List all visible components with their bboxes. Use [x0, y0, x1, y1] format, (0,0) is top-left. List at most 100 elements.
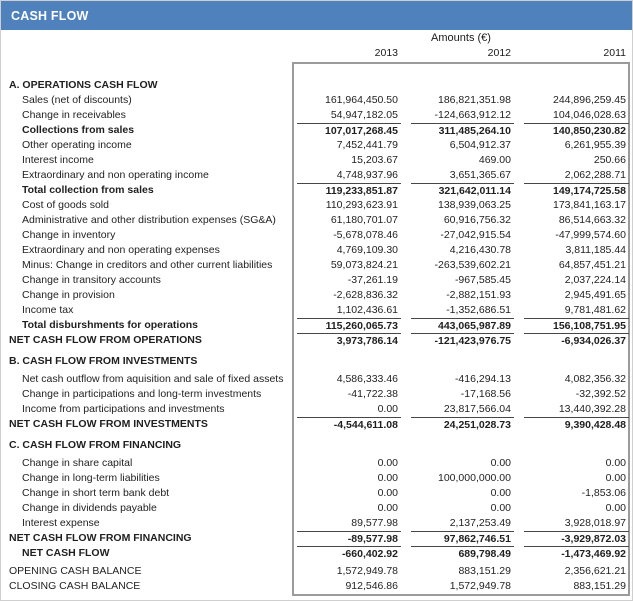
value-2012: 4,216,430.78: [449, 244, 511, 256]
row-label: Income from participations and investmen…: [22, 403, 225, 415]
row-label: Cost of goods sold: [22, 199, 109, 211]
row-label: CLOSING CASH BALANCE: [9, 580, 141, 592]
value-2013: -37,261.19: [347, 274, 398, 286]
value-2013: -5,678,078.46: [333, 229, 398, 241]
row-label: Change in transitory accounts: [22, 274, 161, 286]
value-2012: 0.00: [490, 457, 511, 469]
value-2013: 119,233,851.87: [297, 183, 401, 198]
row-label: Change in share capital: [22, 457, 133, 469]
value-2012: -1,352,686.51: [446, 304, 511, 316]
item-row: Change in transitory accounts -37,261.19 -…: [1, 273, 632, 288]
net-row: NET CASH FLOW FROM INVESTMENTS -4,544,611…: [1, 417, 632, 432]
value-2011: 250.66: [593, 154, 626, 166]
value-2012: -121,423,976.75: [411, 333, 514, 348]
item-row: Net cash outflow from aquisition and sal…: [1, 372, 632, 387]
value-2012: 883,151.29: [458, 565, 511, 577]
value-2011: 2,356,621.21: [564, 565, 626, 577]
value-2012: 0.00: [490, 487, 511, 499]
value-2013: -4,544,611.08: [297, 417, 401, 432]
value-2012: -416,294.13: [454, 373, 511, 385]
value-2013: 15,203.67: [351, 154, 398, 166]
value-2012: -27,042,915.54: [440, 229, 511, 241]
value-2011: -1,473,469.92: [524, 546, 629, 561]
value-2012: 138,939,063.25: [438, 199, 511, 211]
row-label: Income tax: [22, 304, 74, 316]
value-2013: 4,586,333.46: [336, 373, 398, 385]
value-2011: 883,151.29: [573, 580, 626, 592]
item-row: Other operating income 7,452,441.79 6,504,…: [1, 138, 632, 153]
row-label: Total disburshments for operations: [22, 319, 198, 331]
item-row: Extraordinary and non operating income 4,…: [1, 168, 632, 183]
value-2011: 244,896,259.45: [553, 94, 626, 106]
item-row: Change in participations and long-term i…: [1, 387, 632, 402]
value-2011: 64,857,451.21: [558, 259, 626, 271]
row-label: Sales (net of discounts): [22, 94, 132, 106]
row-label: NET CASH FLOW FROM OPERATIONS: [9, 334, 202, 346]
value-2013: 161,964,450.50: [325, 94, 398, 106]
balance-row: OPENING CASH BALANCE 1,572,949.78 883,151.…: [1, 564, 632, 579]
item-row: Income from participations and investmen…: [1, 402, 632, 417]
value-2012: 100,000,000.00: [438, 472, 511, 484]
value-2013: 912,546.86: [345, 580, 398, 592]
value-2012: 321,642,011.14: [411, 183, 514, 198]
value-2012: 311,485,264.10: [411, 123, 514, 138]
row-label: Change in inventory: [22, 229, 116, 241]
row-label: Administrative and other distribution ex…: [22, 214, 276, 226]
value-2012: 1,572,949.78: [449, 580, 511, 592]
item-row: Sales (net of discounts) 161,964,450.50 18…: [1, 93, 632, 108]
value-2011: 3,928,018.97: [564, 517, 626, 529]
value-2011: -6,934,026.37: [524, 333, 629, 348]
value-2013: -660,402.92: [297, 546, 401, 561]
row-label: Total collection from sales: [22, 184, 154, 196]
value-2012: -263,539,602.21: [434, 259, 511, 271]
value-2013: 0.00: [377, 457, 398, 469]
value-2013: 0.00: [377, 472, 398, 484]
value-2012: 60,916,756.32: [443, 214, 511, 226]
value-2011: 2,037,224.14: [564, 274, 626, 286]
row-label: Change in receivables: [22, 109, 126, 121]
section-row: B. CASH FLOW FROM INVESTMENTS: [1, 354, 632, 369]
net-row: NET CASH FLOW FROM FINANCING -89,577.98 97…: [1, 531, 632, 546]
subtotal-row: Total disburshments for operations 115,26…: [1, 318, 632, 333]
item-row: Change in inventory -5,678,078.46 -27,042,…: [1, 228, 632, 243]
item-row: Change in share capital 0.00 0.00 0.00: [1, 456, 632, 471]
item-row: Change in short term bank debt 0.00 0.00 -1…: [1, 486, 632, 501]
value-2011: 6,261,955.39: [564, 139, 626, 151]
value-2013: -41,722.38: [347, 388, 398, 400]
row-label: Collections from sales: [22, 124, 135, 136]
value-2013: 7,452,441.79: [336, 139, 398, 151]
title-bar: CASH FLOW: [1, 1, 632, 30]
row-label: Change in long-term liabilities: [22, 472, 160, 484]
row-label: Change in short term bank debt: [22, 487, 170, 499]
rows-container: A. OPERATIONS CASH FLOW Sales (net of dis…: [1, 62, 632, 594]
netcash-row: NET CASH FLOW -660,402.92 689,798.49 -1,473…: [1, 546, 632, 561]
value-2011: -1,853.06: [581, 487, 626, 499]
row-label: Extraordinary and non operating expenses: [22, 244, 220, 256]
item-row: Minus: Change in creditors and other cur…: [1, 258, 632, 273]
value-2011: 0.00: [605, 502, 626, 514]
value-2012: 469.00: [478, 154, 511, 166]
value-2013: 59,073,824.21: [330, 259, 398, 271]
item-row: Income tax 1,102,436.61 -1,352,686.51 9,781…: [1, 303, 632, 318]
value-2013: 1,572,949.78: [336, 565, 398, 577]
value-2012: 23,817,566.04: [443, 403, 511, 415]
row-label: NET CASH FLOW FROM FINANCING: [9, 532, 192, 544]
row-label: Extraordinary and non operating income: [22, 169, 209, 181]
item-row: Change in receivables 54,947,182.05 -124,6…: [1, 108, 632, 123]
value-2012: -967,585.45: [454, 274, 511, 286]
value-2013: -89,577.98: [297, 531, 401, 546]
year-column-2013: 2013: [374, 47, 398, 59]
row-label: Minus: Change in creditors and other cur…: [22, 259, 273, 271]
balance-row: CLOSING CASH BALANCE 912,546.86 1,572,949.…: [1, 579, 632, 594]
row-label: NET CASH FLOW: [22, 547, 110, 559]
item-row: Change in dividends payable 0.00 0.00 0.00: [1, 501, 632, 516]
value-2013: 4,769,109.30: [336, 244, 398, 256]
value-2012: 186,821,351.98: [438, 94, 511, 106]
value-2013: 0.00: [377, 487, 398, 499]
value-2013: 4,748,937.96: [336, 169, 398, 181]
value-2011: 9,781,481.62: [564, 304, 626, 316]
section-row: C. CASH FLOW FROM FINANCING: [1, 438, 632, 453]
item-row: Extraordinary and non operating expenses…: [1, 243, 632, 258]
item-row: Interest expense 89,577.98 2,137,253.49 3,9…: [1, 516, 632, 531]
